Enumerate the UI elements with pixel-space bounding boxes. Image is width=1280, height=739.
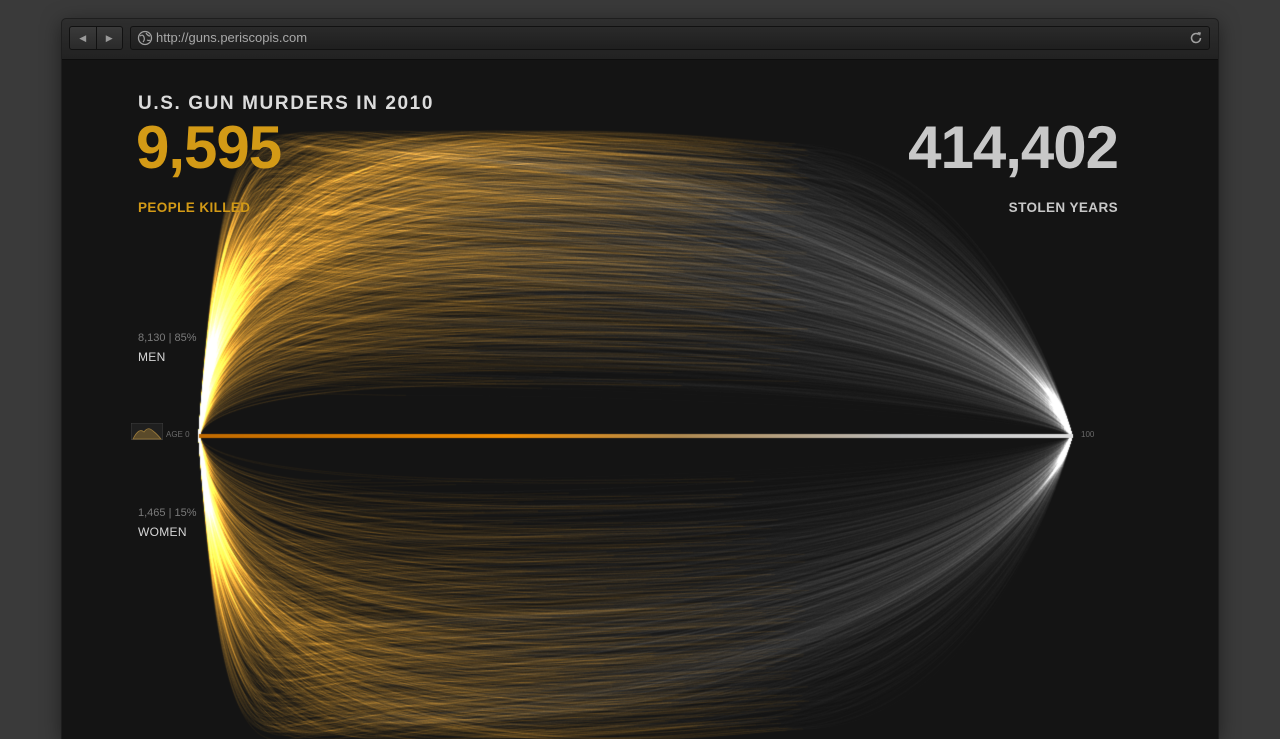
women-label[interactable]: WOMEN bbox=[138, 525, 187, 539]
page-title: U.S. GUN MURDERS IN 2010 bbox=[138, 93, 435, 114]
people-killed-label: PEOPLE KILLED bbox=[138, 200, 251, 215]
browser-toolbar: ◀ ▶ http://guns.periscopis.com bbox=[62, 19, 1218, 60]
globe-icon bbox=[137, 30, 153, 46]
url-text: http://guns.periscopis.com bbox=[156, 30, 308, 45]
forward-button[interactable]: ▶ bbox=[95, 27, 123, 49]
men-stat: 8,130 | 85% bbox=[138, 332, 197, 344]
women-stat: 1,465 | 15% bbox=[138, 507, 197, 519]
address-bar[interactable]: http://guns.periscopis.com bbox=[130, 26, 1210, 50]
browser-window: ◀ ▶ http://guns.periscopis.com U.S. GUN … bbox=[62, 19, 1218, 739]
axis-start-label: AGE 0 bbox=[166, 430, 190, 439]
back-button[interactable]: ◀ bbox=[70, 27, 96, 49]
people-killed-count: 9,595 bbox=[136, 114, 282, 181]
stolen-years-count: 414,402 bbox=[908, 114, 1119, 181]
back-arrow-icon: ◀ bbox=[79, 32, 87, 43]
reload-icon[interactable] bbox=[1188, 30, 1204, 46]
stolen-years-label: STOLEN YEARS bbox=[1008, 200, 1118, 215]
age-distribution-mini-chart-icon[interactable] bbox=[131, 423, 163, 440]
forward-arrow-icon: ▶ bbox=[105, 32, 113, 43]
murder-arcs-visualization[interactable] bbox=[62, 60, 1218, 739]
nav-buttons: ◀ ▶ bbox=[69, 26, 123, 50]
axis-end-label: 100 bbox=[1081, 430, 1095, 439]
page-content: U.S. GUN MURDERS IN 2010 9,595 PEOPLE KI… bbox=[62, 60, 1218, 739]
men-label[interactable]: MEN bbox=[138, 350, 166, 364]
